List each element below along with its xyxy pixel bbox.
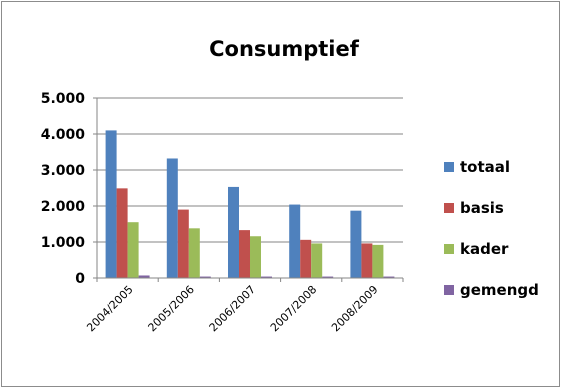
bar-kader [127,222,139,278]
y-tick-label: 2.000 [41,199,86,215]
bar-kader [311,243,323,278]
bar-totaal [289,204,301,278]
bar-basis [116,188,128,278]
bar-gemengd [383,276,395,278]
y-tick-label: 5.000 [41,91,86,107]
bar-basis [239,230,250,278]
x-category-label: 2007/2008 [268,283,319,334]
bar-kader [250,236,261,278]
x-category-label: 2004/2005 [84,283,135,334]
bar-gemengd [138,275,150,278]
y-tick-label: 3.000 [41,163,86,179]
legend-label-totaal: totaal [460,158,510,176]
bar-gemengd [261,276,272,278]
legend-swatch-gemengd [444,285,454,295]
legend-swatch-basis [444,203,454,213]
chart-title: Consumptief [209,37,360,61]
bar-basis [361,243,373,278]
y-tick-label: 4.000 [41,127,86,143]
bar-totaal [228,186,239,278]
bar-kader [372,244,384,278]
bar-totaal [105,130,117,278]
legend-swatch-totaal [444,162,454,172]
legend-swatch-kader [444,244,454,254]
bar-totaal [166,158,178,278]
bar-totaal [350,210,362,278]
bar-gemengd [199,276,211,278]
legend-label-kader: kader [460,240,509,258]
y-tick-label: 1.000 [41,235,86,251]
bar-basis [300,239,312,278]
legend-label-gemengd: gemengd [460,281,539,299]
bar-basis [177,209,189,278]
y-tick-label: 0 [75,271,85,287]
legend-label-basis: basis [460,199,504,217]
bar-gemengd [322,276,334,278]
x-axis-categories: 2004/2005 2005/2006 2006/2007 2007/2008 2008… [84,283,380,334]
y-axis-ticks: 0 1.000 2.000 3.000 4.000 5.000 [41,91,97,287]
x-category-label: 2006/2007 [207,283,258,334]
x-category-label: 2005/2006 [146,283,197,334]
x-category-label: 2008/2009 [329,283,380,334]
axes [96,98,404,282]
legend: totaal basis kader gemengd [444,158,539,299]
bars [105,130,395,278]
bar-kader [188,228,200,278]
